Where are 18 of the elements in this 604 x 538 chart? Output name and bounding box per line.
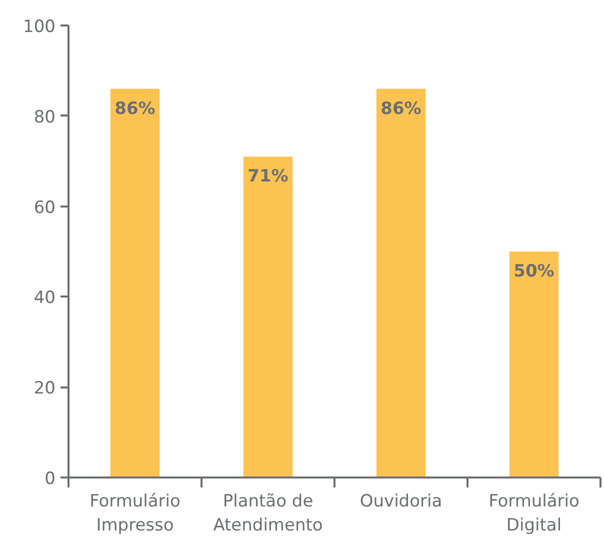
x-tick-label: Ouvidoria	[360, 492, 442, 512]
data-label: 86%	[380, 98, 422, 119]
bar	[509, 252, 559, 478]
bar	[376, 88, 426, 478]
y-tick-label: 20	[34, 378, 56, 399]
data-label: 50%	[514, 262, 554, 282]
y-tick-label: 80	[34, 107, 56, 128]
data-label: 86%	[114, 98, 156, 119]
bar	[110, 88, 160, 478]
x-tick-label: Plantão de Atendimento	[213, 492, 323, 536]
data-label: 71%	[248, 166, 288, 187]
x-tick-label: Formulário Digital	[488, 492, 580, 536]
y-tick-label: 60	[34, 198, 56, 218]
y-tick-label: 100	[23, 17, 56, 37]
y-tick-label: 0	[44, 469, 56, 489]
y-tick-label: 40	[34, 288, 56, 308]
bar	[243, 156, 293, 478]
x-tick-label: Formulário Impresso	[90, 492, 180, 536]
